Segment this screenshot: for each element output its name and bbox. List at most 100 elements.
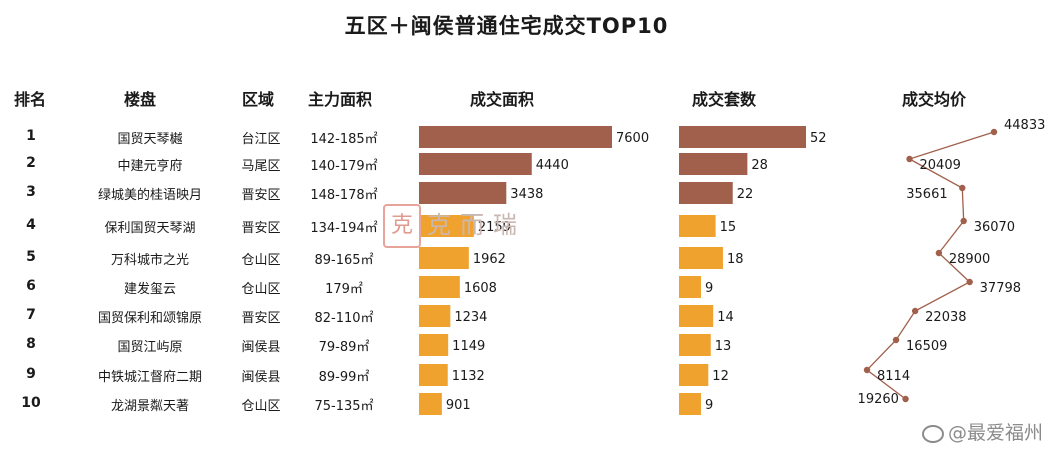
- source-credit: @最爱福州: [921, 418, 1043, 445]
- deal-area-data-label: 2159: [478, 220, 511, 235]
- deal-units-bar: [679, 276, 701, 298]
- area-cell: 89-165㎡: [314, 253, 374, 268]
- project-name-cell: 国贸天琴樾: [117, 132, 183, 147]
- rank-cell: 9: [26, 366, 36, 382]
- avg-price-data-label: 37798: [980, 281, 1021, 296]
- rank-cell: 8: [26, 336, 36, 352]
- area-cell: 179㎡: [325, 282, 363, 297]
- rank-cell: 4: [26, 217, 36, 233]
- avg-price-data-label: 16509: [906, 339, 947, 354]
- avg-price-point: [990, 128, 998, 136]
- rank-cell: 7: [26, 307, 36, 323]
- deal-area-bar: [419, 153, 532, 175]
- avg-price-data-label: 35661: [906, 187, 947, 202]
- deal-area-data-label: 1608: [464, 281, 497, 296]
- header-area: 主力面积: [308, 90, 373, 109]
- deal-units-bar: [679, 334, 711, 356]
- deal-area-bar: [419, 215, 474, 237]
- header-deal-area: 成交面积: [470, 90, 535, 109]
- area-cell: 79-89㎡: [318, 340, 370, 355]
- project-name-cell: 国贸保利和颂锦原: [97, 311, 202, 326]
- district-cell: 马尾区: [241, 159, 281, 174]
- area-cell: 148-178㎡: [310, 188, 378, 203]
- project-name-cell: 中铁城江督府二期: [97, 370, 202, 385]
- deal-area-bar: [419, 334, 449, 356]
- weibo-icon: [921, 424, 944, 443]
- watermark-text: 克而瑞: [427, 211, 526, 239]
- header-deal-units: 成交套数: [692, 90, 757, 109]
- district-cell: 仓山区: [241, 282, 281, 297]
- project-name-cell: 建发玺云: [123, 282, 176, 297]
- source-text: @最爱福州: [947, 422, 1043, 444]
- rank-cell: 2: [26, 155, 36, 171]
- deal-area-bar: [419, 126, 612, 148]
- avg-price-data-label: 20409: [920, 158, 961, 173]
- rank-cell: 10: [21, 395, 41, 411]
- deal-units-bar: [679, 153, 748, 175]
- deal-area-data-label: 4440: [536, 158, 569, 173]
- project-name-cell: 保利国贸天琴湖: [104, 221, 196, 236]
- deal-area-data-label: 1132: [452, 369, 485, 384]
- avg-price-data-label: 8114: [877, 369, 910, 384]
- avg-price-point: [966, 278, 973, 286]
- avg-price-data-label: 36070: [974, 220, 1015, 235]
- area-cell: 89-99㎡: [318, 370, 370, 385]
- district-cell: 仓山区: [241, 399, 281, 414]
- area-cell: 134-194㎡: [310, 221, 378, 236]
- deal-units-bar: [679, 126, 806, 148]
- project-name-cell: 绿城美的桂语映月: [97, 188, 202, 203]
- deal-area-data-label: 3438: [510, 187, 543, 202]
- deal-units-data-label: 13: [715, 339, 732, 354]
- chart-title: 五区＋闽侯普通住宅成交TOP10: [344, 14, 669, 38]
- avg-price-point: [960, 217, 967, 225]
- avg-price-point: [902, 395, 909, 403]
- area-cell: 75-135㎡: [314, 399, 374, 414]
- district-cell: 闽侯县: [241, 370, 281, 385]
- deal-area-bar: [419, 182, 507, 204]
- rank-cell: 1: [26, 128, 36, 144]
- deal-units-data-label: 15: [720, 220, 737, 235]
- deal-area-bar: [419, 393, 442, 415]
- deal-units-data-label: 14: [717, 310, 734, 325]
- deal-area-data-label: 1234: [454, 310, 487, 325]
- rank-cell: 6: [26, 278, 36, 294]
- watermark-seal: 克: [383, 204, 421, 248]
- avg-price-point: [892, 336, 900, 344]
- district-cell: 晋安区: [241, 188, 281, 203]
- deal-units-data-label: 9: [705, 281, 713, 296]
- district-cell: 闽侯县: [241, 340, 281, 355]
- deal-units-bar: [679, 215, 716, 237]
- header-rank: 排名: [14, 90, 47, 109]
- district-cell: 台江区: [241, 132, 281, 147]
- avg-price-line: [866, 131, 995, 400]
- project-name-cell: 国贸江屿原: [117, 340, 183, 355]
- header-district: 区域: [242, 90, 275, 109]
- deal-area-data-label: 1962: [473, 252, 506, 267]
- rank-cell: 3: [26, 184, 36, 200]
- deal-area-data-label: 1149: [452, 339, 485, 354]
- area-cell: 82-110㎡: [314, 311, 374, 326]
- project-name-cell: 龙湖景粼天著: [110, 399, 189, 414]
- rank-cell: 5: [26, 249, 36, 265]
- watermark: 克克而瑞: [383, 204, 526, 248]
- avg-price-data-label: 19260: [858, 392, 899, 407]
- deal-units-bar: [679, 182, 733, 204]
- project-name-cell: 中建元亨府: [117, 159, 183, 174]
- deal-area-data-label: 7600: [616, 131, 649, 146]
- deal-units-data-label: 18: [727, 252, 744, 267]
- deal-units-data-label: 9: [705, 398, 713, 413]
- deal-units-data-label: 22: [737, 187, 754, 202]
- avg-price-point: [911, 307, 919, 315]
- avg-price-point: [863, 366, 871, 374]
- avg-price-data-label: 28900: [949, 252, 990, 267]
- deal-units-data-label: 12: [712, 369, 729, 384]
- area-cell: 142-185㎡: [310, 132, 378, 147]
- district-cell: 晋安区: [241, 221, 281, 236]
- project-name-cell: 万科城市之光: [110, 253, 189, 268]
- deal-area-data-label: 901: [446, 398, 471, 413]
- district-cell: 仓山区: [241, 253, 281, 268]
- deal-units-bar: [679, 247, 723, 269]
- deal-units-data-label: 28: [751, 158, 768, 173]
- deal-area-bar: [419, 305, 451, 327]
